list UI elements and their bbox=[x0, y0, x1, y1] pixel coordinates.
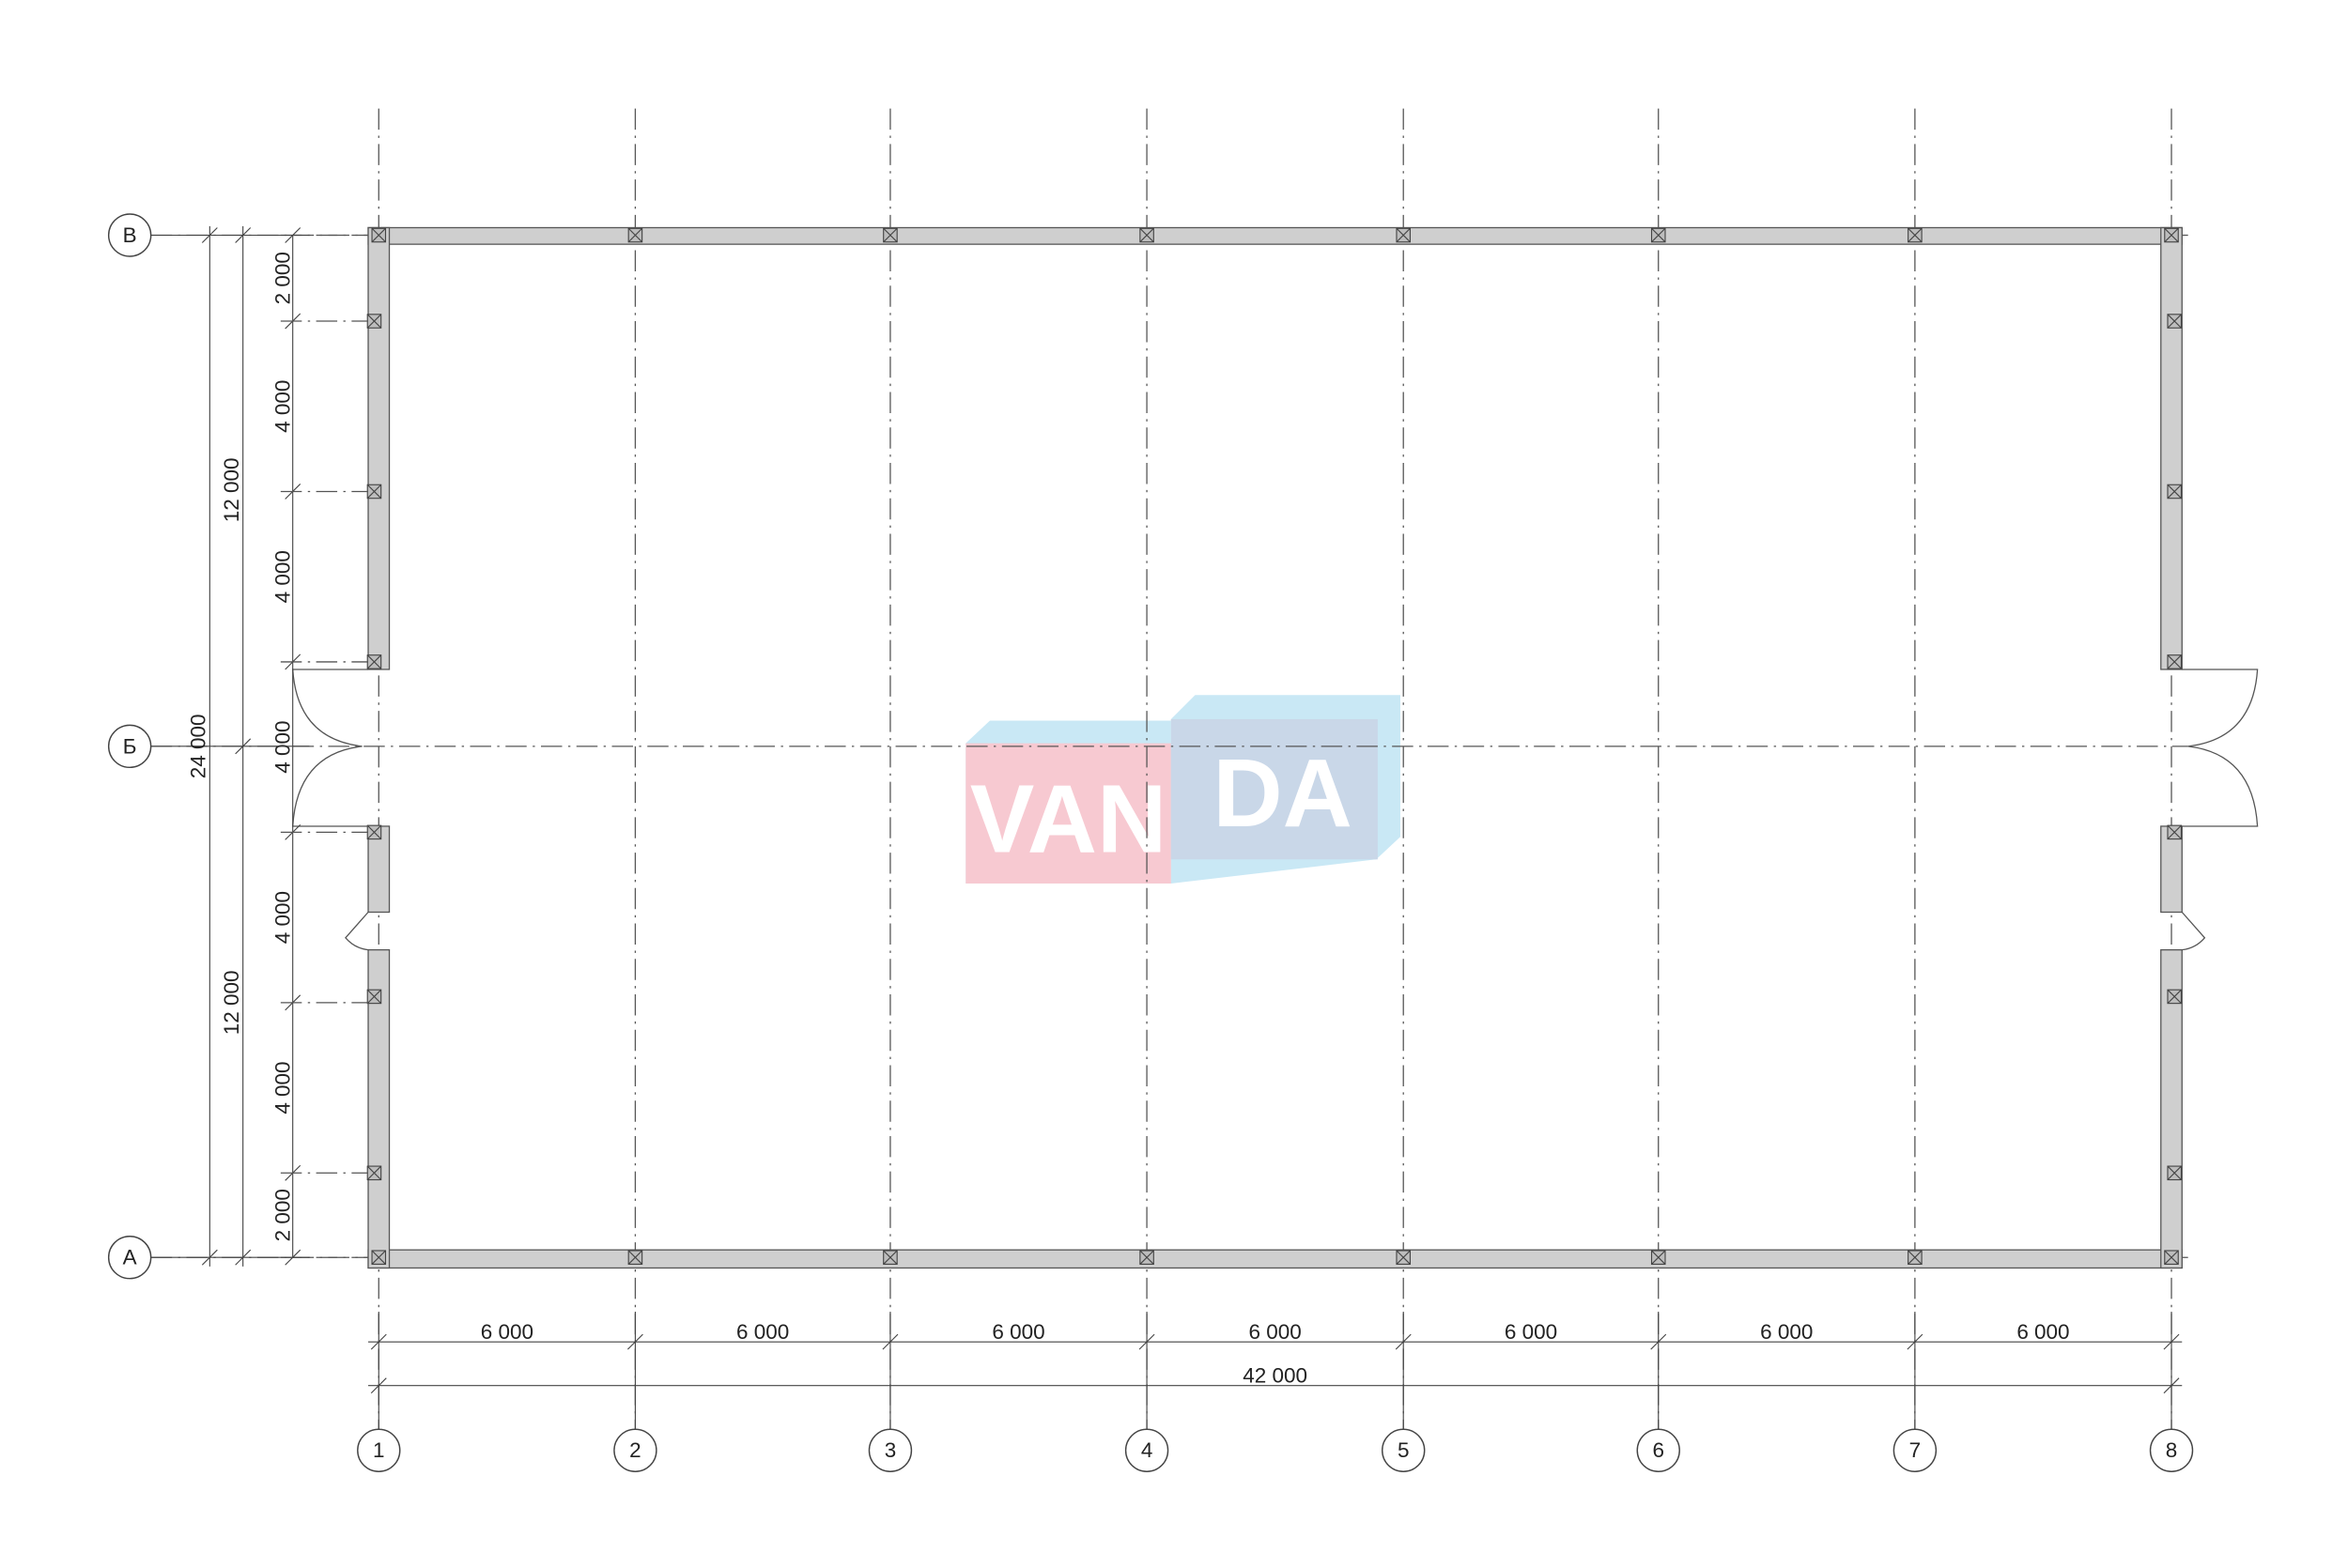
dimension-tick bbox=[201, 1249, 218, 1266]
dimension-tick bbox=[1395, 1333, 1412, 1350]
axis-label: 5 bbox=[1398, 1438, 1410, 1462]
door-left bbox=[345, 912, 369, 951]
column-cross bbox=[2164, 227, 2179, 243]
dimension-label: 4 000 bbox=[270, 1061, 294, 1114]
logo-text-left: VAN bbox=[970, 764, 1166, 872]
dimension-label: 6 000 bbox=[481, 1320, 533, 1344]
column-cross bbox=[371, 1250, 386, 1265]
column-cross bbox=[1139, 227, 1154, 243]
axis-label: А bbox=[123, 1246, 137, 1269]
wall-side bbox=[2160, 226, 2183, 670]
dimension-label: 4 000 bbox=[270, 550, 294, 603]
column-cross bbox=[366, 1165, 382, 1180]
dimension-tick bbox=[1650, 1333, 1667, 1350]
dimension-label: 6 000 bbox=[736, 1320, 789, 1344]
axis-bubbles: 1 2 3 4 5 6 7 8 В Б А bbox=[107, 213, 2194, 1472]
axis-bubble bbox=[357, 1428, 401, 1472]
dimension-label: 6 000 bbox=[992, 1320, 1044, 1344]
dimension-label: 2 000 bbox=[270, 252, 294, 304]
column-cross bbox=[1651, 227, 1666, 243]
dimension-label: 12 000 bbox=[220, 458, 243, 523]
axis-bubble bbox=[1381, 1428, 1426, 1472]
walls bbox=[366, 226, 2183, 1269]
logo-text-right: DA bbox=[1213, 739, 1352, 847]
axis-label: 4 bbox=[1141, 1438, 1153, 1462]
column-cross bbox=[366, 484, 382, 500]
axis-label: 8 bbox=[2166, 1438, 2178, 1462]
dimension-total-label: 24 000 bbox=[187, 714, 210, 778]
column-cross bbox=[1908, 227, 1923, 243]
column-cross bbox=[1396, 1250, 1411, 1265]
dimension-label: 6 000 bbox=[1760, 1320, 1813, 1344]
axis-label: 2 bbox=[629, 1438, 641, 1462]
axis-label: 1 bbox=[373, 1438, 385, 1462]
wall-side bbox=[367, 948, 391, 1269]
axis-bubble bbox=[1892, 1428, 1938, 1472]
dimension-tick bbox=[370, 1333, 387, 1350]
axis-label: 6 bbox=[1652, 1438, 1664, 1462]
door-right bbox=[2181, 912, 2206, 951]
dimension-tick bbox=[882, 1333, 899, 1350]
axis-bubble bbox=[107, 1236, 152, 1280]
column-cross bbox=[1396, 227, 1411, 243]
column-cross bbox=[1908, 1250, 1923, 1265]
vanda-watermark-logo: VAN DA bbox=[965, 695, 1401, 884]
column-cross bbox=[366, 314, 382, 329]
column-cross bbox=[2167, 654, 2182, 669]
wall-side bbox=[2160, 948, 2183, 1269]
column-cross bbox=[366, 989, 382, 1005]
wall-side bbox=[367, 226, 391, 670]
column-cross bbox=[2167, 484, 2182, 500]
dimension-label: 12 000 bbox=[220, 970, 243, 1035]
dimension-tick bbox=[626, 1333, 643, 1350]
logo-blue-block bbox=[1170, 718, 1378, 860]
dimension-tick bbox=[370, 1377, 387, 1394]
axis-bubble bbox=[107, 213, 152, 257]
column-cross bbox=[2164, 1250, 2179, 1265]
dimension-label: 6 000 bbox=[1249, 1320, 1302, 1344]
dimension-label: 6 000 bbox=[2016, 1320, 2069, 1344]
axis-bubble bbox=[107, 724, 152, 769]
column-cross bbox=[2167, 824, 2182, 840]
column-cross bbox=[883, 227, 898, 243]
dimension-label: 2 000 bbox=[270, 1189, 294, 1241]
dimension-tick bbox=[1907, 1333, 1923, 1350]
column-cross bbox=[2167, 1165, 2182, 1180]
dimension-label: 6 000 bbox=[1505, 1320, 1557, 1344]
dimension-label: 4 000 bbox=[270, 891, 294, 944]
axis-label: 7 bbox=[1909, 1438, 1922, 1462]
dimension-lines: 6 000 6 000 6 000 6 000 6 000 6 000 6 000 42 00… bbox=[150, 225, 2183, 1430]
axis-bubble bbox=[613, 1428, 657, 1472]
column-cross bbox=[1651, 1250, 1666, 1265]
column-cross bbox=[627, 1250, 643, 1265]
column-cross bbox=[371, 227, 386, 243]
column-cross bbox=[366, 824, 382, 840]
dimension-tick bbox=[1138, 1333, 1155, 1350]
axis-label: 3 bbox=[885, 1438, 897, 1462]
column-cross bbox=[1139, 1250, 1154, 1265]
dimension-label: 4 000 bbox=[270, 380, 294, 433]
axis-label: В bbox=[123, 223, 137, 247]
axis-label: Б bbox=[123, 734, 137, 758]
dimension-tick bbox=[2163, 1333, 2180, 1350]
column-cross bbox=[2167, 314, 2182, 329]
double-door-right bbox=[2182, 669, 2259, 827]
axis-bubble bbox=[868, 1428, 913, 1472]
dimension-label: 4 000 bbox=[270, 721, 294, 774]
dimension-tick bbox=[201, 227, 218, 243]
column-cross bbox=[366, 654, 382, 669]
axis-bubble bbox=[1124, 1428, 1169, 1472]
logo-pink-block bbox=[965, 743, 1171, 884]
axis-bubble bbox=[2149, 1428, 2194, 1472]
column-cross bbox=[2167, 989, 2182, 1005]
dimension-total-label: 42 000 bbox=[1243, 1363, 1307, 1387]
column-cross bbox=[627, 227, 643, 243]
doors bbox=[292, 669, 2259, 951]
axis-bubble bbox=[1636, 1428, 1680, 1472]
double-door-left bbox=[292, 669, 369, 827]
dimension-tick bbox=[2163, 1377, 2180, 1394]
column-cross bbox=[883, 1250, 898, 1265]
